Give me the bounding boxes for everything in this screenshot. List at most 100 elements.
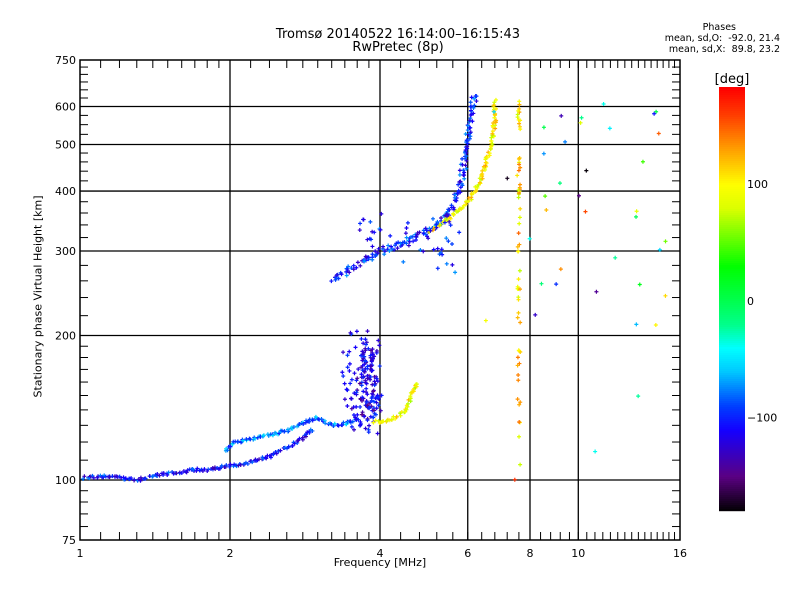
colorbar-segment (719, 181, 745, 184)
x-tick-label: 16 (673, 547, 687, 560)
data-point (464, 166, 469, 171)
data-point (310, 418, 315, 423)
colorbar-segment (719, 485, 745, 488)
data-point (301, 421, 306, 426)
data-point (579, 115, 584, 120)
data-point (446, 207, 451, 212)
colorbar-segment (719, 107, 745, 110)
data-point (352, 427, 357, 432)
data-point (405, 220, 410, 225)
data-point (359, 372, 364, 377)
data-point (355, 376, 360, 381)
data-point (334, 272, 339, 277)
colorbar-segment (719, 191, 745, 194)
colorbar-segment (719, 159, 745, 162)
data-point (515, 244, 520, 249)
stats-heading: Phases (702, 22, 736, 33)
data-point (474, 99, 479, 104)
data-point (447, 215, 452, 220)
data-point (358, 419, 363, 424)
data-point (365, 403, 370, 408)
data-point (367, 406, 372, 411)
colorbar-segment (719, 117, 745, 120)
data-point (491, 103, 496, 108)
data-point (517, 268, 522, 273)
data-point (368, 353, 373, 358)
data-point (297, 422, 302, 427)
data-point (372, 230, 377, 235)
data-point (452, 207, 457, 212)
data-point (376, 246, 381, 251)
data-point (578, 120, 583, 125)
colorbar-segment (719, 239, 745, 242)
colorbar-segment (719, 253, 745, 256)
data-point (463, 163, 468, 168)
colorbar-segment (719, 251, 745, 254)
data-point (202, 467, 207, 472)
data-point (413, 237, 418, 242)
data-point (245, 461, 250, 466)
data-point (228, 444, 232, 449)
data-point (457, 172, 462, 177)
data-point (458, 179, 463, 184)
colorbar-segment (719, 129, 745, 132)
data-point (541, 125, 546, 130)
colorbar-segment (719, 125, 745, 128)
data-point (389, 244, 394, 249)
data-point (347, 361, 352, 366)
data-point (365, 376, 370, 381)
data-point (362, 414, 367, 419)
colorbar-segment (719, 147, 745, 150)
colorbar-segment (719, 347, 745, 350)
colorbar-segment (719, 423, 745, 426)
data-point (518, 127, 523, 132)
data-point (357, 228, 362, 233)
colorbar-segment (719, 343, 745, 346)
colorbar-segment (719, 487, 745, 490)
colorbar-segment (719, 183, 745, 186)
colorbar-segment (719, 135, 745, 138)
data-point (342, 397, 347, 402)
data-point (363, 337, 368, 342)
data-point (355, 260, 360, 265)
data-point (369, 359, 374, 364)
data-point (593, 449, 598, 454)
colorbar-segment (719, 427, 745, 430)
colorbar-segment (719, 131, 745, 134)
colorbar-segment (719, 419, 745, 422)
data-point (368, 377, 373, 382)
data-point (329, 421, 334, 426)
colorbar-tick-label: 0 (747, 295, 754, 308)
y-tick-label: 200 (55, 330, 76, 343)
data-point (517, 99, 522, 104)
colorbar-segment (719, 449, 745, 452)
colorbar-segment (719, 451, 745, 454)
data-point (449, 203, 454, 208)
data-point (362, 259, 367, 264)
data-point (652, 111, 657, 116)
data-point (558, 267, 563, 272)
data-point (517, 121, 522, 126)
colorbar-segment (719, 163, 745, 166)
data-point (515, 355, 520, 360)
data-point (358, 404, 363, 409)
colorbar-segment (719, 413, 745, 416)
colorbar-segment (719, 459, 745, 462)
colorbar-segment (719, 133, 745, 136)
data-point (435, 219, 440, 224)
y-tick-label: 600 (55, 101, 76, 114)
data-point (376, 395, 381, 400)
colorbar-segment (719, 499, 745, 502)
colorbar-segment (719, 95, 745, 98)
data-point (350, 419, 355, 424)
data-point (490, 142, 495, 147)
colorbar-segment (719, 177, 745, 180)
colorbar-segment (719, 99, 745, 102)
data-point (361, 375, 366, 380)
data-point (348, 330, 353, 335)
colorbar-segment (719, 267, 745, 270)
y-tick-label: 500 (55, 139, 76, 152)
data-point (361, 356, 366, 361)
data-point (361, 217, 366, 222)
